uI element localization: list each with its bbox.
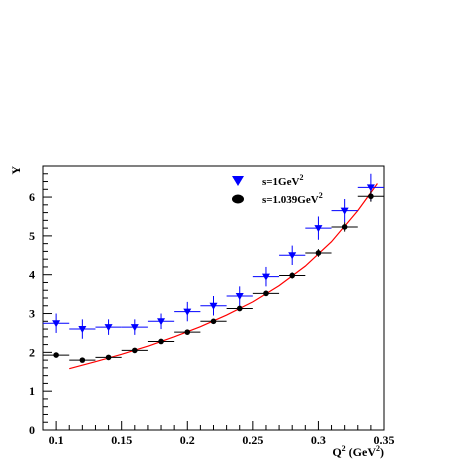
data-point bbox=[279, 245, 306, 265]
y-tick-label: 6 bbox=[29, 190, 35, 204]
axes: 0.1 0.15 0.2 0.25 0.3 0.35 0 1 2 3 4 5 6 Q2 (GeV2) Y bbox=[9, 165, 395, 459]
data-point bbox=[252, 266, 280, 287]
legend-marker-s2 bbox=[232, 194, 244, 204]
marker-triangle bbox=[235, 293, 244, 301]
marker-circle bbox=[132, 347, 138, 354]
x-tick-label: 0.25 bbox=[242, 433, 263, 447]
x-tick-label: 0.15 bbox=[111, 433, 132, 447]
data-point bbox=[200, 296, 227, 316]
data-point bbox=[226, 305, 253, 312]
marker-circle bbox=[105, 354, 112, 361]
marker-circle bbox=[368, 193, 374, 200]
y-axis-label: Y bbox=[9, 166, 23, 175]
marker-triangle bbox=[157, 318, 166, 326]
series-s2 bbox=[43, 190, 384, 363]
data-point bbox=[174, 301, 201, 322]
data-point bbox=[200, 318, 227, 325]
marker-triangle bbox=[209, 302, 218, 310]
y-tick-label: 0 bbox=[29, 423, 35, 437]
data-point bbox=[174, 329, 201, 335]
legend-marker-s1 bbox=[232, 176, 244, 186]
data-point bbox=[121, 347, 148, 354]
marker-circle bbox=[341, 224, 348, 230]
marker-triangle bbox=[314, 225, 323, 233]
marker-circle bbox=[236, 305, 243, 312]
marker-circle bbox=[79, 357, 86, 363]
data-point bbox=[357, 190, 384, 202]
data-point bbox=[69, 319, 96, 339]
data-point bbox=[121, 319, 148, 335]
y-tick-label: 5 bbox=[29, 229, 35, 243]
legend-label-s1: s=1GeV2 bbox=[262, 173, 303, 188]
series-s1 bbox=[43, 173, 384, 339]
legend-label-s2: s=1.039GeV2 bbox=[262, 191, 323, 206]
data-points-layer bbox=[43, 173, 384, 363]
marker-triangle bbox=[366, 184, 375, 192]
marker-circle bbox=[53, 352, 59, 358]
data-point bbox=[95, 354, 122, 361]
data-point bbox=[43, 352, 70, 358]
data-point bbox=[95, 319, 122, 335]
marker-triangle bbox=[340, 207, 349, 215]
x-tick-label: 0.2 bbox=[180, 433, 195, 447]
marker-triangle bbox=[261, 273, 270, 281]
data-point bbox=[226, 286, 253, 306]
data-point bbox=[147, 313, 175, 330]
marker-triangle bbox=[52, 320, 61, 328]
data-point bbox=[43, 313, 70, 333]
y-tick-label: 1 bbox=[29, 384, 35, 398]
data-point bbox=[252, 290, 280, 297]
marker-circle bbox=[158, 338, 164, 345]
marker-triangle bbox=[130, 324, 139, 332]
marker-circle bbox=[263, 290, 269, 297]
y-tick-label: 4 bbox=[29, 268, 35, 282]
marker-circle bbox=[184, 329, 191, 335]
y-tick-label: 3 bbox=[29, 307, 35, 321]
marker-triangle bbox=[78, 326, 87, 334]
marker-circle bbox=[210, 318, 217, 325]
fit-curve bbox=[69, 183, 378, 370]
marker-triangle bbox=[288, 252, 297, 260]
fit-curve-layer bbox=[69, 183, 378, 370]
data-point bbox=[305, 216, 332, 240]
x-tick-label: 0.3 bbox=[311, 433, 326, 447]
data-point bbox=[331, 222, 358, 232]
marker-triangle bbox=[183, 308, 192, 316]
data-point bbox=[305, 249, 332, 257]
data-point bbox=[279, 272, 306, 279]
data-point bbox=[147, 338, 175, 345]
x-axis-label: Q2 (GeV2) bbox=[332, 444, 384, 459]
data-point bbox=[331, 199, 358, 223]
x-tick-label: 0.1 bbox=[49, 433, 64, 447]
legend: s=1GeV2 s=1.039GeV2 bbox=[232, 173, 323, 206]
marker-triangle bbox=[104, 324, 113, 332]
marker-circle bbox=[289, 272, 295, 279]
marker-circle bbox=[315, 250, 322, 256]
x-tick-label: 0.35 bbox=[374, 433, 395, 447]
data-point bbox=[69, 357, 96, 363]
y-tick-label: 2 bbox=[29, 345, 35, 359]
